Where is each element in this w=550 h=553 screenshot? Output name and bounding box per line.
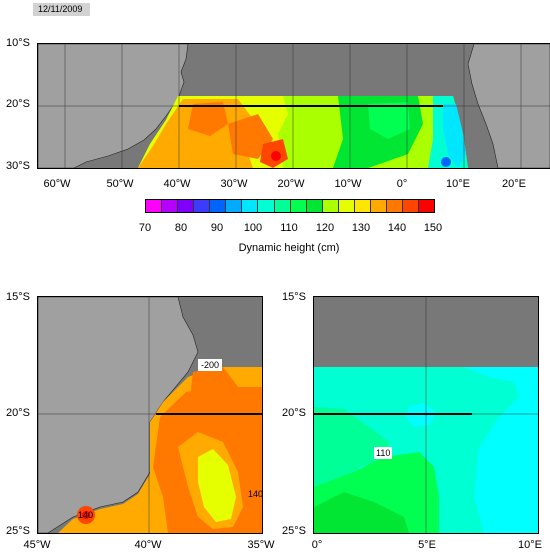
colorbar-swatch: [210, 200, 227, 212]
colorbar-tick-90: 90: [210, 222, 224, 234]
top-xlabel-20e: 20°E: [502, 178, 526, 190]
top-xlabel-40w: 40°W: [163, 178, 191, 190]
colorbar-swatch: [242, 200, 259, 212]
contour-label-bg-200: [198, 359, 222, 371]
field-cyan-light: [443, 104, 466, 168]
colorbar-swatch: [419, 200, 435, 212]
colorbar-swatch: [370, 200, 387, 212]
contour-label-bg-110: [374, 447, 392, 459]
left-map-yellow-core: [198, 449, 236, 522]
right-xlabel-10e: 10°E: [518, 539, 542, 551]
colorbar-tick-110: 110: [280, 222, 298, 234]
colorbar-swatch: [403, 200, 420, 212]
right-ylabel-25s: 25°S: [282, 525, 306, 537]
contour-label-110: 110: [376, 448, 390, 458]
date-label: 12/11/2009: [33, 3, 90, 16]
top-xlabel-20w: 20°W: [277, 178, 305, 190]
right-ylabel-15s: 15°S: [282, 291, 306, 303]
colorbar-swatch: [258, 200, 275, 212]
top-map: [37, 43, 550, 169]
top-xlabel-60w: 60°W: [43, 178, 71, 190]
field-red-eddy: [271, 151, 281, 161]
top-xlabel-0: 0°: [396, 178, 408, 190]
top-xlabel-10w: 10°W: [334, 178, 362, 190]
colorbar-swatch: [354, 200, 371, 212]
left-ylabel-20s: 20°S: [6, 407, 30, 419]
colorbar-swatch: [162, 200, 179, 212]
colorbar-swatch: [386, 200, 403, 212]
colorbar-swatch: [178, 200, 195, 212]
field-orange-patch-2: [228, 114, 273, 159]
colorbar-swatch: [338, 200, 355, 212]
contour-label-200: -200: [201, 360, 219, 370]
colorbar-tick-140: 140: [387, 222, 407, 234]
dynamic-height-field: [138, 96, 468, 168]
left-map-canvas: -200 140 140: [38, 297, 262, 533]
left-xlabel-35w: 35°W: [247, 539, 275, 551]
top-xlabel-30w: 30°W: [220, 178, 248, 190]
field-blue-eddy: [441, 157, 451, 167]
right-xlabel-0: 0°: [311, 539, 323, 551]
right-map-canvas: 110: [314, 297, 538, 533]
right-ylabel-20s: 20°S: [282, 407, 306, 419]
contour-label-140-eddy: 140: [78, 510, 93, 520]
left-ylabel-15s: 15°S: [6, 291, 30, 303]
colorbar-swatch: [146, 200, 163, 212]
top-map-canvas: [38, 44, 550, 168]
top-xlabel-50w: 50°W: [106, 178, 134, 190]
left-map-red-orange-patch: [190, 367, 238, 407]
left-xlabel-40w: 40°W: [134, 539, 162, 551]
field-green-light: [368, 102, 410, 139]
contour-label-140: 140: [248, 489, 262, 499]
field-orange-patch-1: [188, 102, 228, 136]
colorbar-swatch: [322, 200, 339, 212]
top-ylabel-10s: 10°S: [6, 37, 30, 49]
colorbar-swatch: [274, 200, 291, 212]
colorbar-tick-80: 80: [174, 222, 188, 234]
colorbar-tick-130: 130: [351, 222, 371, 234]
colorbar-swatch: [226, 200, 243, 212]
colorbar-tick-150: 150: [423, 222, 443, 234]
colorbar-swatch: [306, 200, 323, 212]
colorbar-swatch: [290, 200, 307, 212]
right-map-green-dark: [314, 492, 409, 533]
colorbar-tick-120: 120: [315, 222, 335, 234]
colorbar-tick-100: 100: [243, 222, 263, 234]
right-xlabel-5e: 5°E: [418, 539, 436, 551]
left-map-eddy-core: [82, 511, 90, 519]
left-xlabel-45w: 45°W: [23, 539, 51, 551]
left-zoom-map: -200 140 140: [37, 296, 263, 534]
right-map-cyan-field: [464, 367, 538, 533]
top-xlabel-10e: 10°E: [446, 178, 470, 190]
colorbar-tick-70: 70: [138, 222, 152, 234]
right-map-green-light: [314, 407, 389, 497]
right-zoom-map: 110: [313, 296, 539, 534]
top-ylabel-30s: 30°S: [6, 160, 30, 172]
colorbar-title: Dynamic height (cm): [238, 242, 340, 254]
colorbar-swatch: [194, 200, 211, 212]
left-ylabel-25s: 25°S: [6, 525, 30, 537]
colorbar: [145, 199, 435, 213]
top-ylabel-20s: 20°S: [6, 98, 30, 110]
right-map-contour-labels: 110: [374, 447, 392, 459]
left-map-contour-labels: -200 140 140: [78, 359, 262, 520]
